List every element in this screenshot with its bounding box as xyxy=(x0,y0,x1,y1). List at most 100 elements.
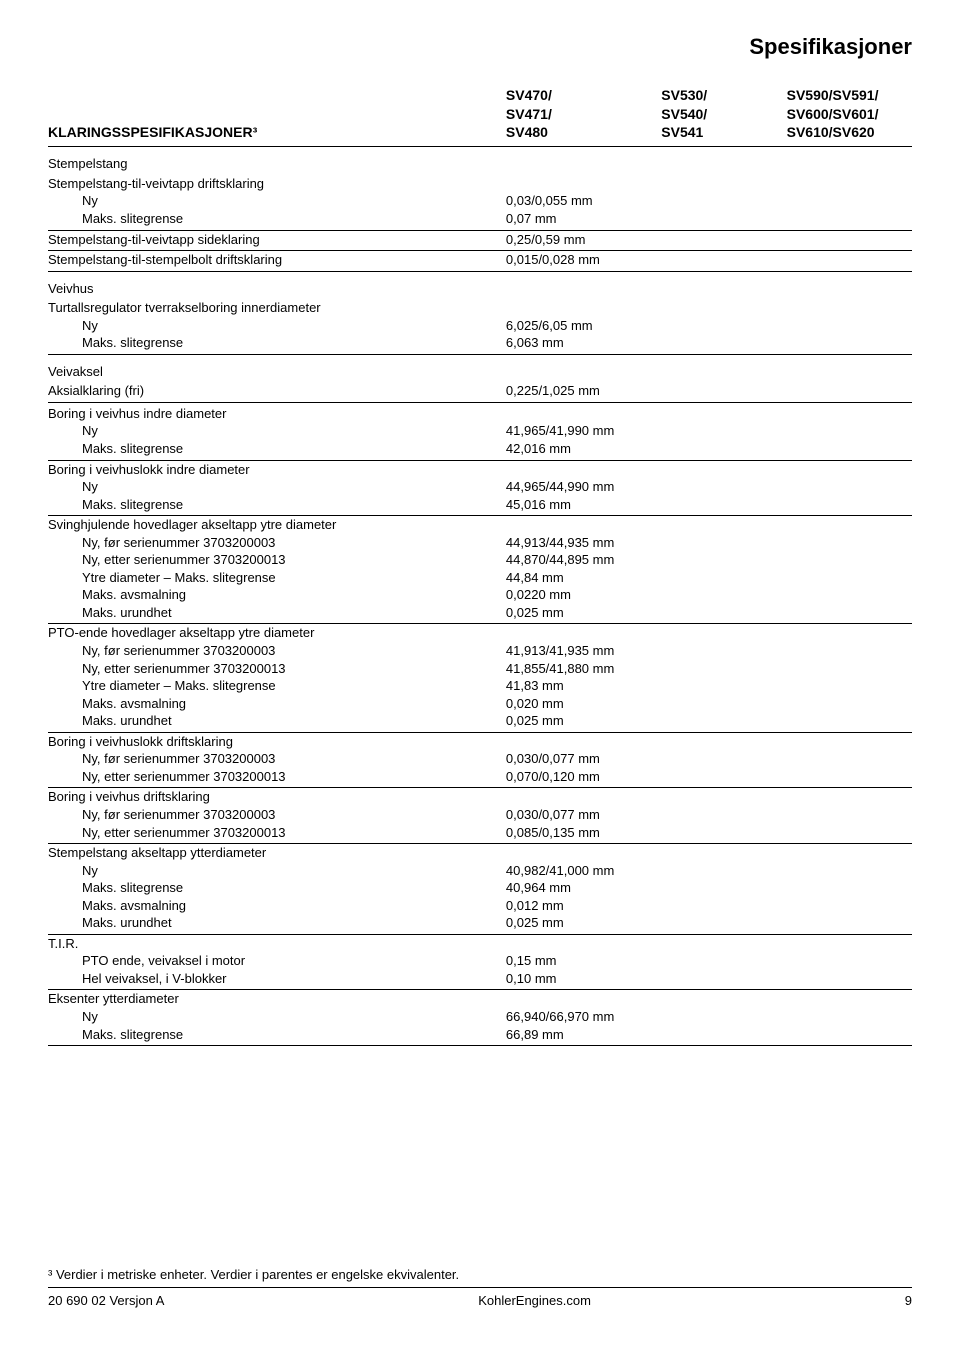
spec-label: Boring i veivhus indre diameter xyxy=(48,405,506,423)
spec-label: Ny, etter serienummer 3703200013 xyxy=(48,768,506,786)
spec-value: 44,84 mm xyxy=(506,569,912,587)
spec-value: 44,870/44,895 mm xyxy=(506,551,912,569)
spec-label: Maks. avsmalning xyxy=(48,586,506,604)
spec-label: Ny xyxy=(48,478,506,496)
table-row: Ny, etter serienummer 370320001344,870/4… xyxy=(48,551,912,569)
spec-label: Ny xyxy=(48,1008,506,1026)
table-row: Maks. slitegrense66,89 mm xyxy=(48,1026,912,1047)
spec-value: 0,0220 mm xyxy=(506,586,912,604)
spec-label: Ny xyxy=(48,422,506,440)
table-row: Stempelstang-til-veivtapp driftsklaring xyxy=(48,175,912,193)
table-row: Maks. avsmalning0,020 mm xyxy=(48,695,912,713)
spec-value: 0,225/1,025 mm xyxy=(506,382,912,400)
spec-label: Boring i veivhuslokk driftsklaring xyxy=(48,733,506,751)
table-row: PTO ende, veivaksel i motor0,15 mm xyxy=(48,952,912,970)
spec-label: Boring i veivhus driftsklaring xyxy=(48,788,506,806)
footer-left: 20 690 02 Versjon A xyxy=(48,1292,164,1310)
table-row: Ny 0,03/0,055 mm xyxy=(48,192,912,210)
table-row: Boring i veivhus indre diameter xyxy=(48,405,912,423)
spec-label: Ny, før serienummer 3703200003 xyxy=(48,806,506,824)
spec-label: Svinghjulende hovedlager akseltapp ytre … xyxy=(48,516,506,534)
col2-l2: SV540/ xyxy=(661,106,707,122)
table-row: Maks. slitegrense45,016 mm xyxy=(48,496,912,517)
spec-label: Ytre diameter – Maks. slitegrense xyxy=(48,569,506,587)
table-row: Boring i veivhus driftsklaring xyxy=(48,788,912,806)
table-row: Maks. avsmalning0,0220 mm xyxy=(48,586,912,604)
col2-l3: SV541 xyxy=(661,124,703,140)
table-row: Ny, før serienummer 370320000344,913/44,… xyxy=(48,534,912,552)
col-header-1: SV470/ SV471/ SV480 xyxy=(506,86,631,143)
footnote: ³ Verdier i metriske enheter. Verdier i … xyxy=(48,1266,912,1288)
col1-l3: SV480 xyxy=(506,124,548,140)
col1-l2: SV471/ xyxy=(506,106,552,122)
spec-value: 6,025/6,05 mm xyxy=(506,317,912,335)
spec-value: 0,15 mm xyxy=(506,952,912,970)
table-row: Maks. slitegrense42,016 mm xyxy=(48,440,912,461)
spec-label: Stempelstang-til-stempelbolt driftsklari… xyxy=(48,251,506,269)
table-row: Ytre diameter – Maks. slitegrense41,83 m… xyxy=(48,677,912,695)
col2-l1: SV530/ xyxy=(661,87,707,103)
group-veivaksel: Veivaksel xyxy=(48,363,912,381)
spec-label: Ny xyxy=(48,192,506,210)
table-row: Maks. urundhet0,025 mm xyxy=(48,712,912,733)
group-veivhus: Veivhus xyxy=(48,280,912,298)
table-row: Ny40,982/41,000 mm xyxy=(48,862,912,880)
spec-label: Maks. slitegrense xyxy=(48,1026,506,1044)
spec-value: 40,964 mm xyxy=(506,879,912,897)
spec-value: 0,025 mm xyxy=(506,914,912,932)
col3-l1: SV590/SV591/ xyxy=(787,87,879,103)
col-header-2: SV530/ SV540/ SV541 xyxy=(631,86,786,143)
table-row: Maks. slitegrense 6,063 mm xyxy=(48,334,912,355)
table-row: Maks. urundhet0,025 mm xyxy=(48,914,912,935)
spec-value: 41,965/41,990 mm xyxy=(506,422,912,440)
spec-label: Ny, før serienummer 3703200003 xyxy=(48,642,506,660)
spec-label: Ny, etter serienummer 3703200013 xyxy=(48,551,506,569)
footer-center: KohlerEngines.com xyxy=(478,1292,591,1310)
column-headers: KLARINGSSPESIFIKASJONER³ SV470/ SV471/ S… xyxy=(48,86,912,148)
table-row: Boring i veivhuslokk driftsklaring xyxy=(48,733,912,751)
group-stempelstang: Stempelstang xyxy=(48,155,912,173)
spec-label: Hel veivaksel, i V-blokker xyxy=(48,970,506,988)
table-row: Stempelstang akseltapp ytterdiameter xyxy=(48,844,912,862)
table-row: Stempelstang-til-stempelbolt driftsklari… xyxy=(48,251,912,272)
table-row: Ny66,940/66,970 mm xyxy=(48,1008,912,1026)
spec-label: Ytre diameter – Maks. slitegrense xyxy=(48,677,506,695)
table-row: Ny, før serienummer 37032000030,030/0,07… xyxy=(48,806,912,824)
spec-value: 66,89 mm xyxy=(506,1026,912,1044)
spec-label: Ny, før serienummer 3703200003 xyxy=(48,534,506,552)
table-row: Ny, før serienummer 37032000030,030/0,07… xyxy=(48,750,912,768)
spec-value: 41,83 mm xyxy=(506,677,912,695)
spec-label: Maks. avsmalning xyxy=(48,695,506,713)
col1-l1: SV470/ xyxy=(506,87,552,103)
table-row: Ny 6,025/6,05 mm xyxy=(48,317,912,335)
spec-value: 40,982/41,000 mm xyxy=(506,862,912,880)
spec-label: Ny, før serienummer 3703200003 xyxy=(48,750,506,768)
table-row: Aksialklaring (fri) 0,225/1,025 mm xyxy=(48,382,912,403)
spec-value: 0,07 mm xyxy=(506,210,912,228)
table-row: Boring i veivhuslokk indre diameter xyxy=(48,461,912,479)
spec-value: 0,020 mm xyxy=(506,695,912,713)
spec-value: 0,025 mm xyxy=(506,604,912,622)
spec-value: 0,030/0,077 mm xyxy=(506,806,912,824)
footer-right: 9 xyxy=(905,1292,912,1310)
spec-label: Maks. slitegrense xyxy=(48,440,506,458)
col3-l3: SV610/SV620 xyxy=(787,124,875,140)
spec-label: Eksenter ytterdiameter xyxy=(48,990,506,1008)
spec-label: PTO ende, veivaksel i motor xyxy=(48,952,506,970)
page-title: Spesifikasjoner xyxy=(48,32,912,62)
table-row: Svinghjulende hovedlager akseltapp ytre … xyxy=(48,516,912,534)
spec-label: T.I.R. xyxy=(48,935,506,953)
spec-label: Maks. slitegrense xyxy=(48,879,506,897)
spec-label: Ny, etter serienummer 3703200013 xyxy=(48,660,506,678)
spec-value: 45,016 mm xyxy=(506,496,912,514)
spec-value: 0,030/0,077 mm xyxy=(506,750,912,768)
section-title: KLARINGSSPESIFIKASJONER³ xyxy=(48,123,506,142)
table-row: Maks. slitegrense40,964 mm xyxy=(48,879,912,897)
spec-value: 0,03/0,055 mm xyxy=(506,192,912,210)
table-row: PTO-ende hovedlager akseltapp ytre diame… xyxy=(48,624,912,642)
table-row: Ny41,965/41,990 mm xyxy=(48,422,912,440)
spec-label: Maks. urundhet xyxy=(48,914,506,932)
table-row: Eksenter ytterdiameter xyxy=(48,990,912,1008)
spec-label: Maks. slitegrense xyxy=(48,210,506,228)
spec-label: Maks. slitegrense xyxy=(48,334,506,352)
